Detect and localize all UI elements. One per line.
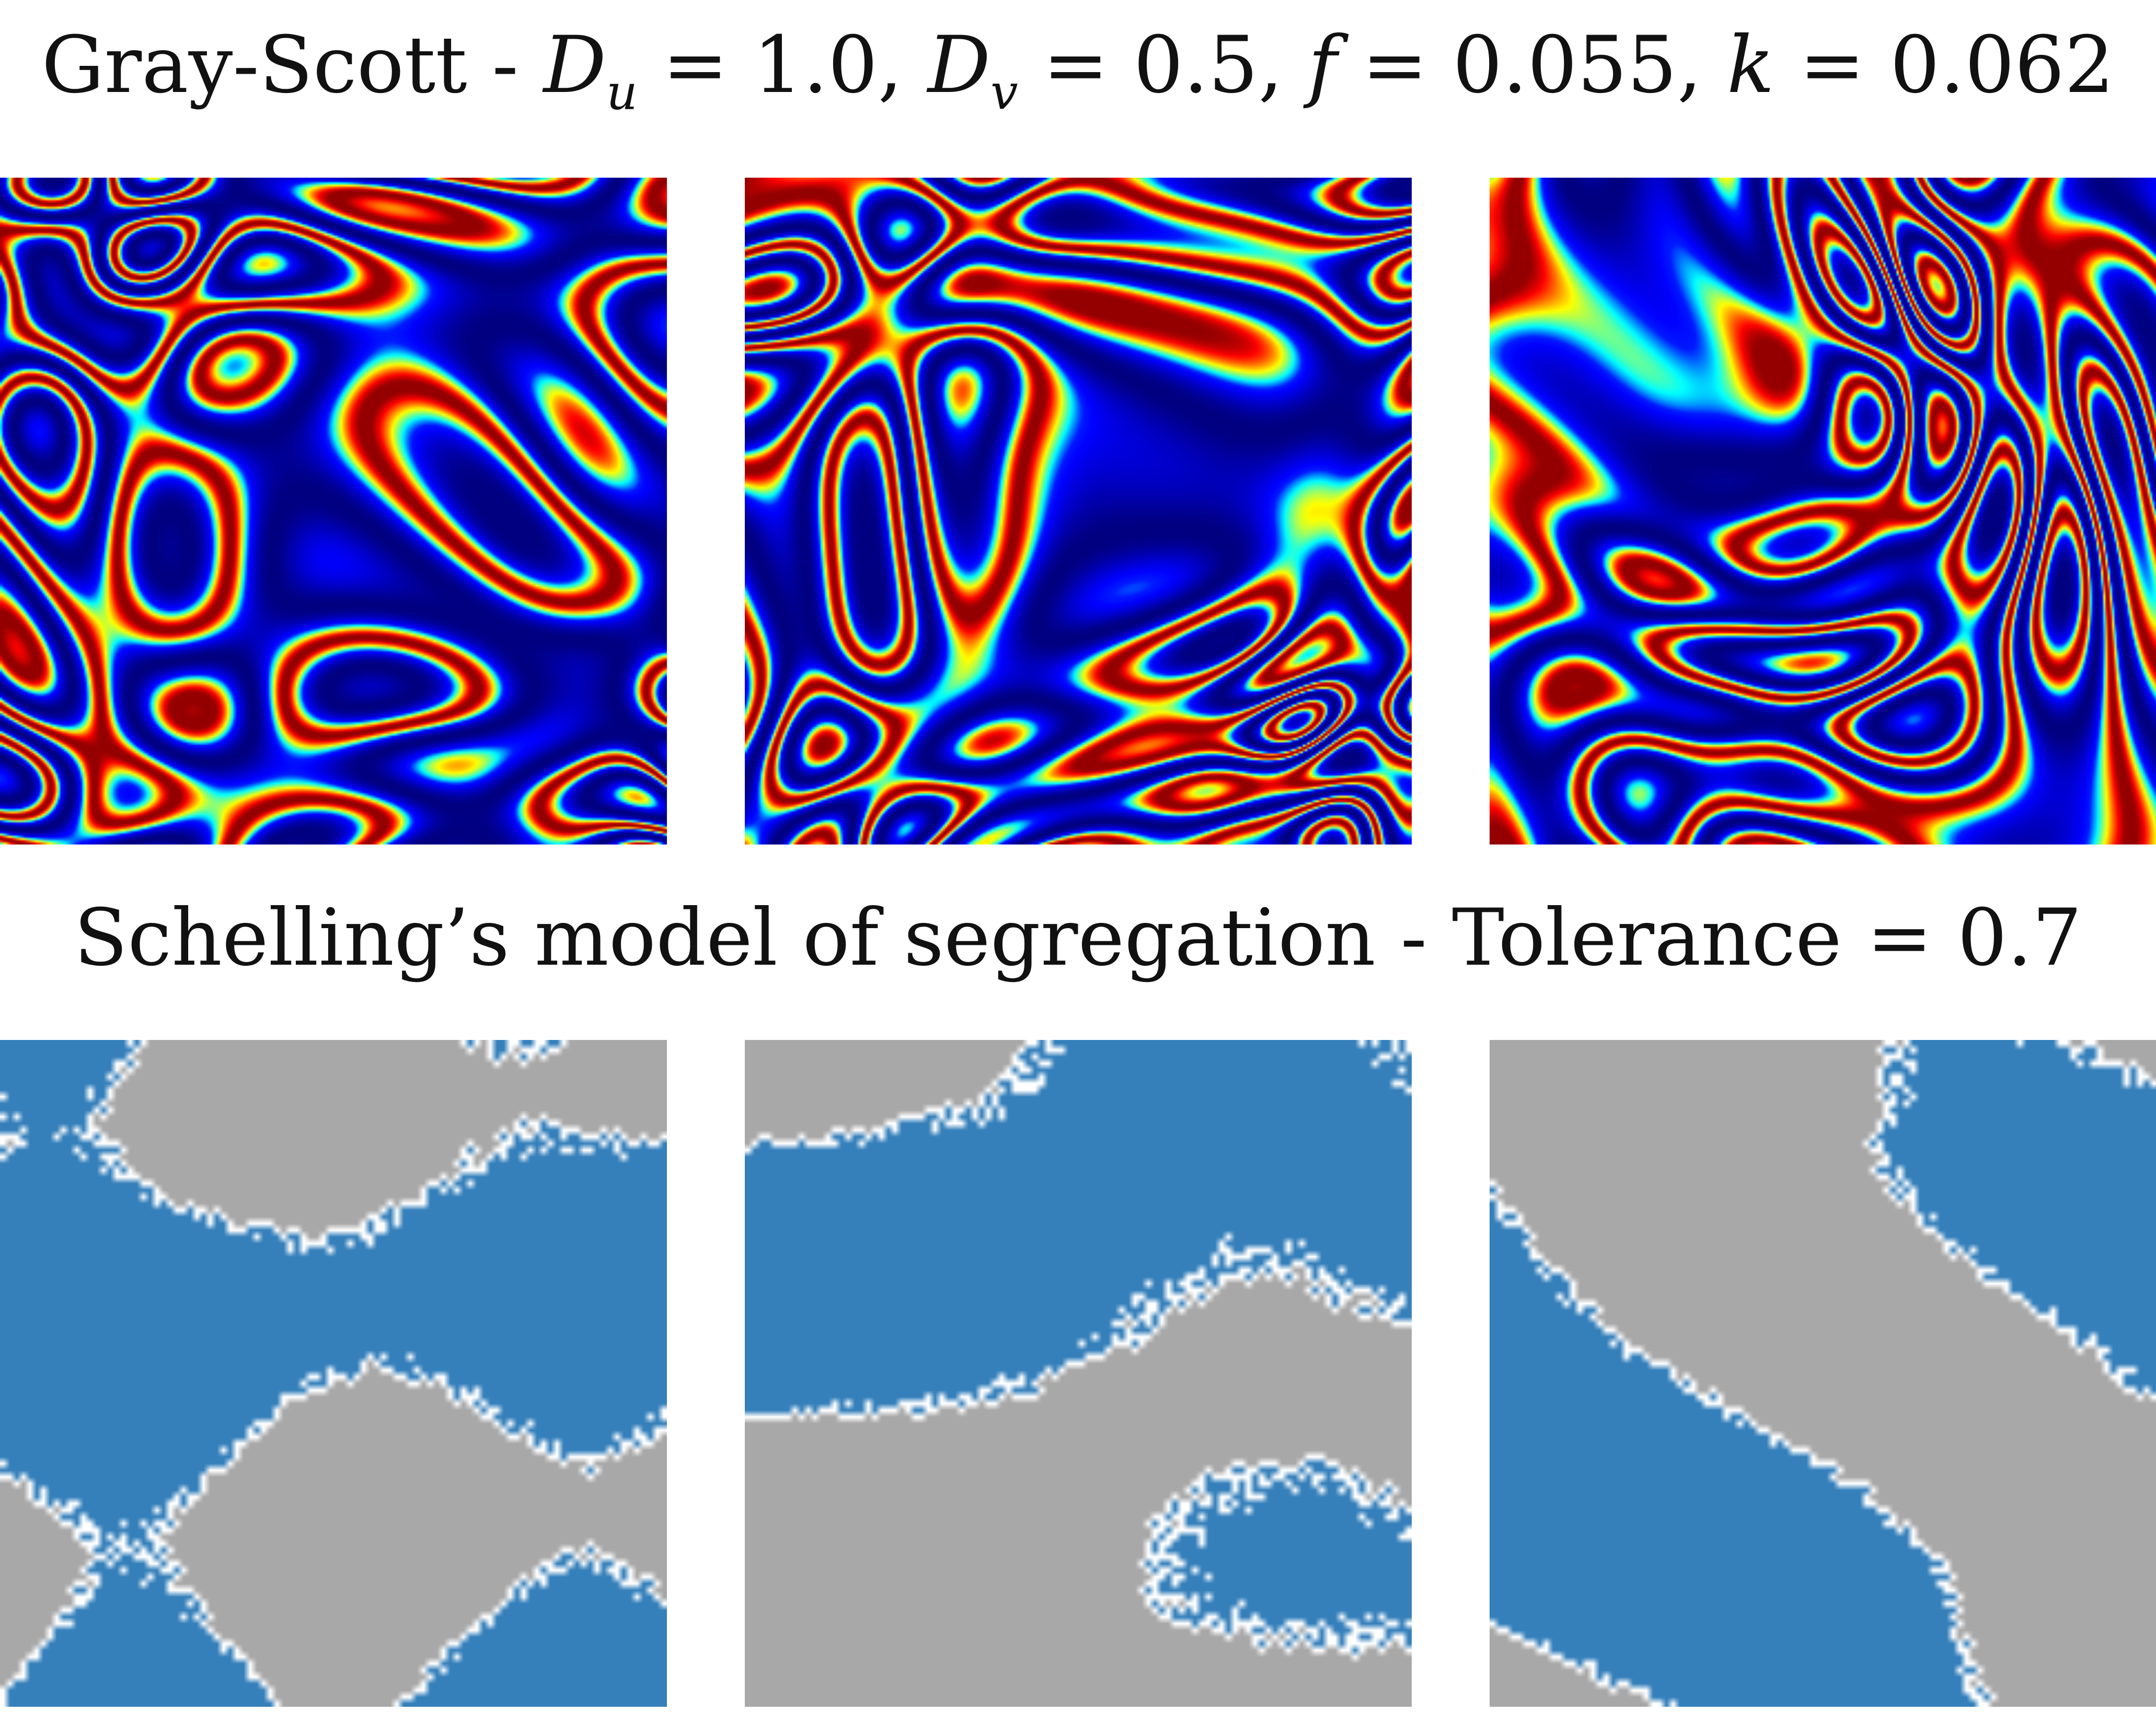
gray-scott-title: Gray-Scott - Du = 1.0, Dv = 0.5, f = 0.0… xyxy=(41,20,2115,121)
param-f: f = 0.055 xyxy=(1308,20,1677,111)
schelling-grid-2 xyxy=(745,1040,1412,1707)
schelling-title: Schelling’s model of segregation - Toler… xyxy=(74,893,2082,984)
gray-scott-pattern-1 xyxy=(0,178,667,845)
schelling-grid-3 xyxy=(1490,1040,2156,1707)
gray-scott-pattern-2 xyxy=(745,178,1412,845)
gray-scott-pattern-3 xyxy=(1490,178,2156,845)
param-k: k = 0.062 xyxy=(1727,20,2115,111)
param-du: Du = 1.0 xyxy=(543,20,878,121)
gray-scott-title-prefix: Gray-Scott - xyxy=(41,20,544,111)
schelling-grid-1 xyxy=(0,1040,667,1707)
param-dv: Dv = 0.5 xyxy=(927,20,1259,121)
